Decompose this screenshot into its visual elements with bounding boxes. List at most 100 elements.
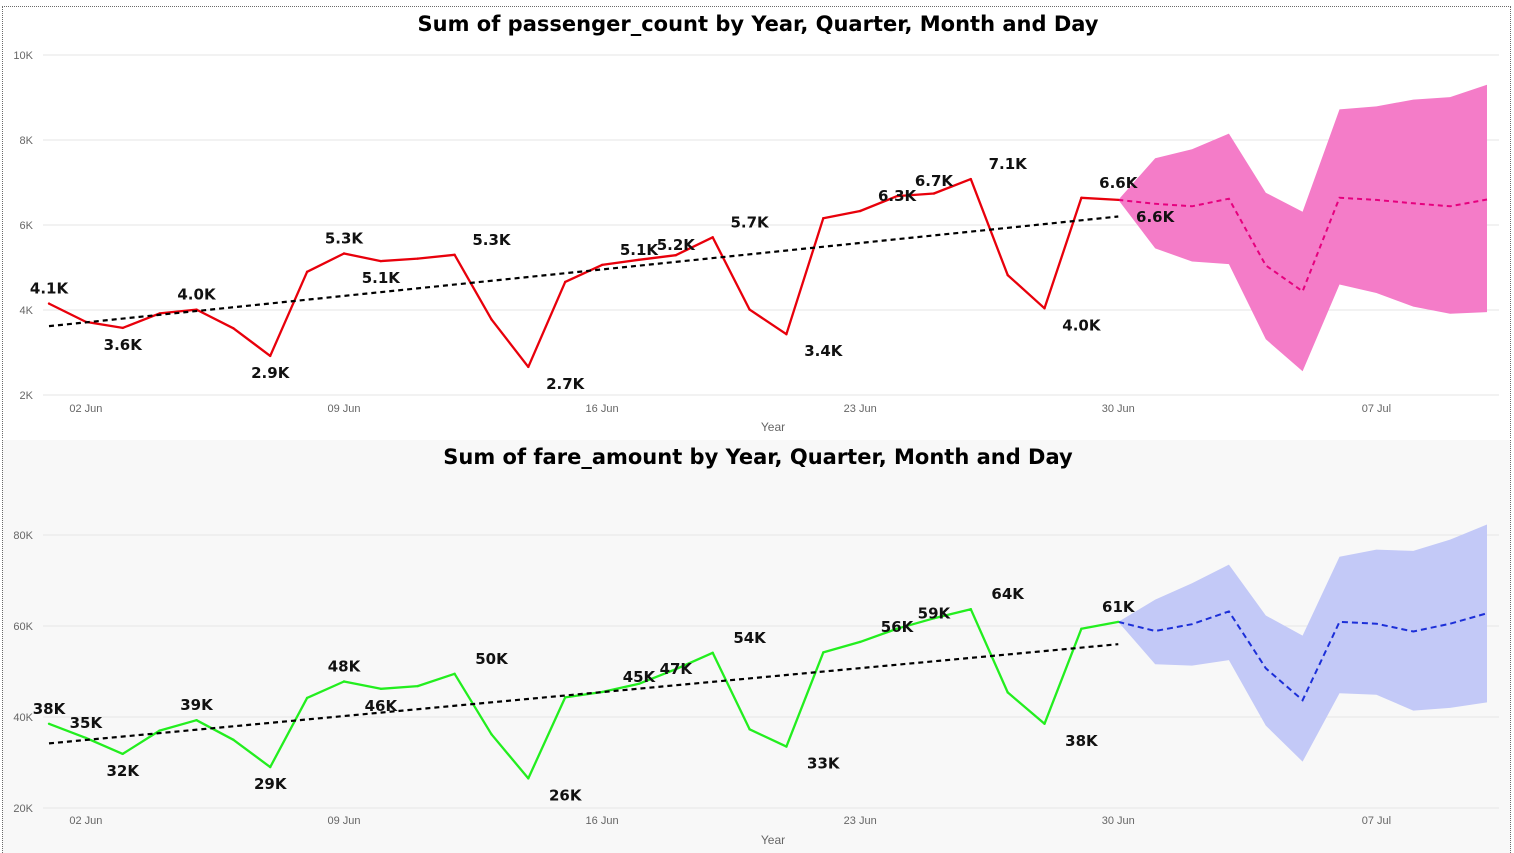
- y-tick-label: 2K: [20, 390, 34, 402]
- x-axis-title: Year: [761, 833, 785, 847]
- x-tick-label: 16 Jun: [586, 815, 619, 827]
- data-point: [158, 729, 161, 732]
- series-line: [48, 608, 1119, 780]
- data-point: [969, 608, 972, 611]
- data-point: [527, 365, 530, 369]
- data-label: 26K: [549, 786, 583, 804]
- y-tick-label: 20K: [13, 803, 33, 815]
- data-point: [859, 640, 862, 644]
- data-point: [748, 728, 751, 731]
- data-point: [711, 236, 714, 239]
- y-tick-label: 10K: [13, 50, 33, 62]
- data-point: [195, 719, 198, 722]
- data-label: 5.1K: [362, 269, 402, 287]
- data-point: [674, 254, 677, 257]
- data-point: [527, 777, 530, 780]
- fare-amount-visual[interactable]: Sum of fare_amount by Year, Quarter, Mon…: [2, 440, 1511, 853]
- forecast-confidence-band: [1118, 524, 1487, 762]
- data-point: [47, 302, 51, 305]
- data-label: 47K: [660, 660, 694, 678]
- fare-amount-chart: Sum of fare_amount by Year, Quarter, Mon…: [13, 445, 1499, 847]
- data-point: [1043, 722, 1046, 725]
- data-point: [1006, 273, 1009, 277]
- data-point: [1080, 196, 1083, 199]
- data-label: 2.9K: [251, 364, 291, 382]
- data-label: 6.7K: [915, 172, 955, 190]
- data-point: [674, 668, 677, 671]
- data-point: [895, 194, 899, 198]
- forecast-line: [1118, 610, 1488, 702]
- forecast-confidence-band: [1118, 84, 1487, 372]
- data-point: [932, 617, 936, 620]
- data-point: [47, 722, 51, 725]
- data-point: [121, 326, 124, 330]
- data-label: 4.1K: [30, 280, 70, 298]
- data-label: 5.2K: [657, 236, 697, 254]
- x-tick-label: 23 Jun: [844, 815, 877, 827]
- trend-line: [48, 643, 1119, 745]
- x-tick-label: 16 Jun: [586, 403, 619, 415]
- x-axis-title: Year: [761, 420, 785, 434]
- data-label: 5.3K: [325, 229, 365, 247]
- data-label: 3.6K: [104, 336, 144, 354]
- data-point: [269, 765, 272, 769]
- data-point: [490, 318, 493, 321]
- data-label: 38K: [1065, 732, 1099, 750]
- x-tick-label: 02 Jun: [69, 403, 102, 415]
- series-line: [48, 177, 1119, 369]
- x-tick-label: 09 Jun: [327, 403, 360, 415]
- chart-title: Sum of passenger_count by Year, Quarter,…: [418, 12, 1099, 36]
- data-label: 4.0K: [1062, 316, 1102, 334]
- data-point: [1080, 627, 1083, 630]
- data-point: [232, 738, 235, 741]
- data-point: [379, 687, 382, 690]
- data-point: [895, 627, 899, 630]
- x-tick-label: 23 Jun: [844, 403, 877, 415]
- data-point: [637, 258, 641, 261]
- data-point: [600, 690, 604, 694]
- data-label: 38K: [33, 700, 67, 718]
- data-point: [84, 736, 88, 740]
- data-label: 2.7K: [546, 375, 586, 393]
- data-label: 7.1K: [989, 155, 1029, 173]
- data-point: [232, 327, 235, 330]
- data-label: 59K: [918, 605, 952, 623]
- data-point: [969, 177, 972, 181]
- data-point: [342, 680, 346, 683]
- chart-title: Sum of fare_amount by Year, Quarter, Mon…: [443, 445, 1073, 469]
- y-tick-label: 4K: [20, 305, 34, 317]
- data-label: 50K: [475, 650, 509, 668]
- x-tick-label: 30 Jun: [1102, 815, 1135, 827]
- data-label: 56K: [881, 618, 915, 636]
- data-point: [1043, 307, 1046, 310]
- data-point: [121, 752, 124, 756]
- x-tick-label: 30 Jun: [1102, 403, 1135, 415]
- data-point: [416, 257, 419, 260]
- trend-line: [48, 215, 1119, 328]
- data-label: 64K: [991, 585, 1025, 603]
- data-label: 33K: [807, 755, 841, 773]
- data-label: 5.7K: [730, 213, 770, 231]
- data-point: [305, 270, 309, 273]
- data-label: 6.6K: [1099, 174, 1139, 192]
- data-point: [600, 263, 604, 267]
- data-label: 4.0K: [177, 286, 217, 304]
- data-label: 39K: [180, 696, 214, 714]
- y-tick-label: 80K: [13, 530, 33, 542]
- data-point: [416, 684, 419, 688]
- data-label: 54K: [733, 629, 767, 647]
- data-point: [564, 280, 567, 284]
- data-point: [490, 733, 493, 736]
- y-tick-label: 8K: [20, 135, 34, 147]
- data-point: [822, 217, 825, 220]
- data-point: [748, 308, 751, 311]
- data-point: [1006, 691, 1009, 694]
- data-point: [453, 253, 456, 256]
- data-point: [269, 354, 272, 358]
- data-label: 29K: [254, 775, 288, 793]
- data-point: [859, 209, 862, 213]
- passenger-count-visual[interactable]: Sum of passenger_count by Year, Quarter,…: [2, 6, 1511, 438]
- data-label: 5.1K: [620, 241, 660, 259]
- data-point: [564, 696, 567, 699]
- data-point: [305, 696, 309, 700]
